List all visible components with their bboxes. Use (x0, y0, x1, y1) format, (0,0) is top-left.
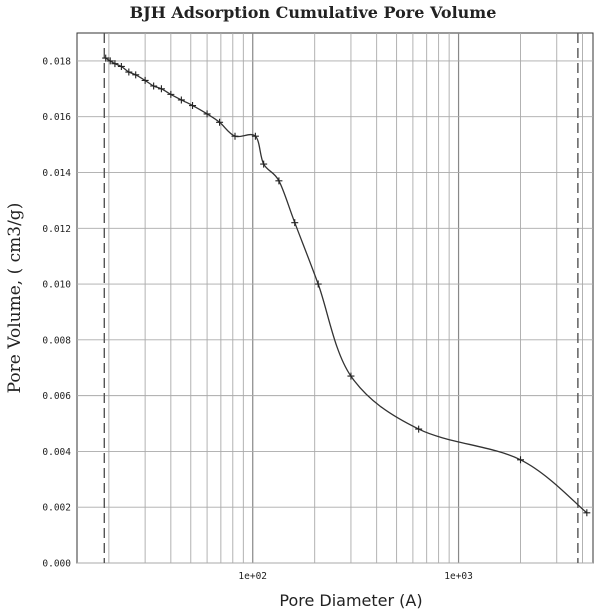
data-point (216, 118, 224, 126)
data-point (150, 82, 158, 90)
data-point (415, 425, 423, 433)
y-tick-labels: 0.000 0.002 0.004 0.006 0.008 0.010 0.012 0.014… (42, 56, 71, 569)
y-tick-label: 0.006 (42, 391, 71, 402)
x-tick-label: 1e+02 (238, 571, 267, 582)
data-point (347, 372, 355, 380)
chart-title: BJH Adsorption Cumulative Pore Volume (130, 3, 497, 22)
data-point (106, 57, 114, 65)
data-points (102, 54, 591, 517)
data-point (314, 280, 322, 288)
data-point (251, 132, 259, 140)
y-tick-label: 0.016 (42, 112, 71, 123)
series-path (105, 57, 588, 514)
x-tick-label: 1e+03 (444, 571, 473, 582)
y-tick-label: 0.002 (42, 503, 71, 514)
y-tick-label: 0.014 (42, 168, 71, 179)
data-point (117, 62, 125, 70)
data-point (167, 90, 175, 98)
dashed-markers (103, 33, 579, 563)
y-tick-label: 0.012 (42, 224, 71, 235)
grid (77, 33, 593, 564)
y-axis-label: Pore Volume, ( cm3/g) (5, 203, 25, 394)
data-point (189, 102, 197, 110)
data-point (275, 177, 283, 185)
data-point (260, 160, 268, 168)
data-point (132, 71, 140, 79)
y-tick-label: 0.010 (42, 280, 71, 291)
y-tick-label: 0.018 (42, 56, 71, 67)
data-point (517, 456, 525, 464)
x-axis-label: Pore Diameter (A) (279, 591, 422, 610)
x-tick-labels: 1e+02 1e+03 (238, 571, 472, 582)
data-point (583, 509, 591, 517)
data-point (102, 54, 110, 62)
data-point (141, 76, 149, 84)
plot-area (76, 32, 594, 564)
series-line (105, 57, 588, 514)
data-point (231, 132, 239, 140)
data-point (125, 68, 133, 76)
data-point (157, 85, 165, 93)
data-point (111, 60, 119, 68)
y-tick-label: 0.008 (42, 335, 71, 346)
y-tick-label: 0.000 (42, 559, 71, 570)
data-point (203, 110, 211, 118)
data-point (177, 96, 185, 104)
data-point (291, 219, 299, 227)
y-tick-label: 0.004 (42, 447, 71, 458)
